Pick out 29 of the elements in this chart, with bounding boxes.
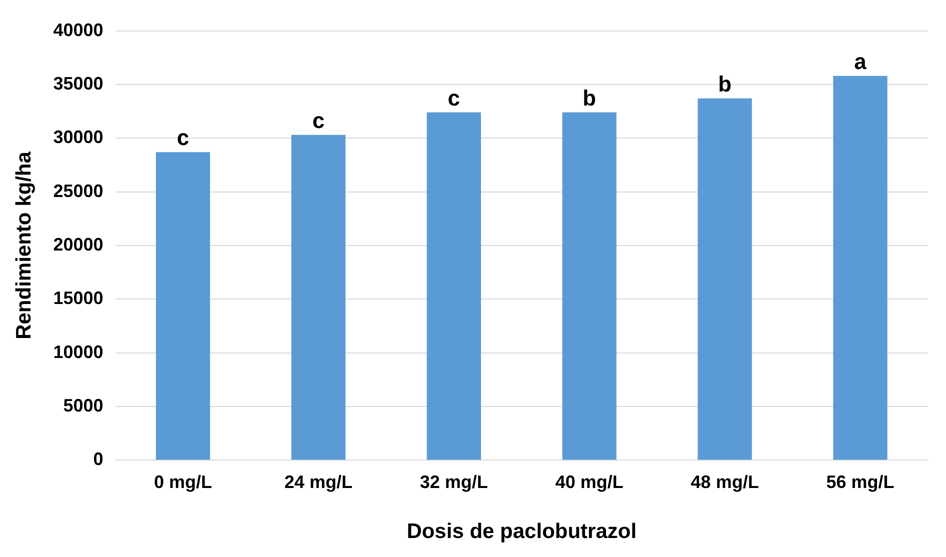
y-tick-label: 40000 [53,20,104,40]
bar [426,112,481,460]
y-axis-title: Rendimiento kg/ha [12,151,36,340]
x-tick-label: 40 mg/L [555,472,624,492]
y-tick-label: 10000 [53,342,104,362]
bar [156,152,210,460]
y-tick-label: 20000 [53,234,104,254]
annotation: b [718,71,732,96]
y-tick-label: 0 [93,449,104,470]
y-tick-label: 25000 [53,180,104,201]
annotation: b [582,85,596,110]
annotation: c [312,108,325,133]
x-tick-label: 24 mg/L [284,472,352,492]
y-tick-label: 30000 [53,127,104,148]
y-tick-label: 15000 [53,288,104,308]
bar [291,134,346,460]
annotation: c [176,125,190,150]
bar [833,76,888,460]
x-tick-label: 48 mg/L [690,472,759,492]
annotation: a [854,48,868,74]
x-tick-label: 56 mg/L [826,472,894,492]
bar [562,112,616,460]
y-tick-label: 5000 [63,395,104,416]
x-axis-title: Dosis de paclobutrazol [406,520,637,544]
y-tick-label: 35000 [53,73,104,94]
annotation: c [448,85,460,110]
x-tick-label: 0 mg/L [154,472,212,492]
x-tick-label: 32 mg/L [420,472,488,492]
bar [698,98,752,460]
